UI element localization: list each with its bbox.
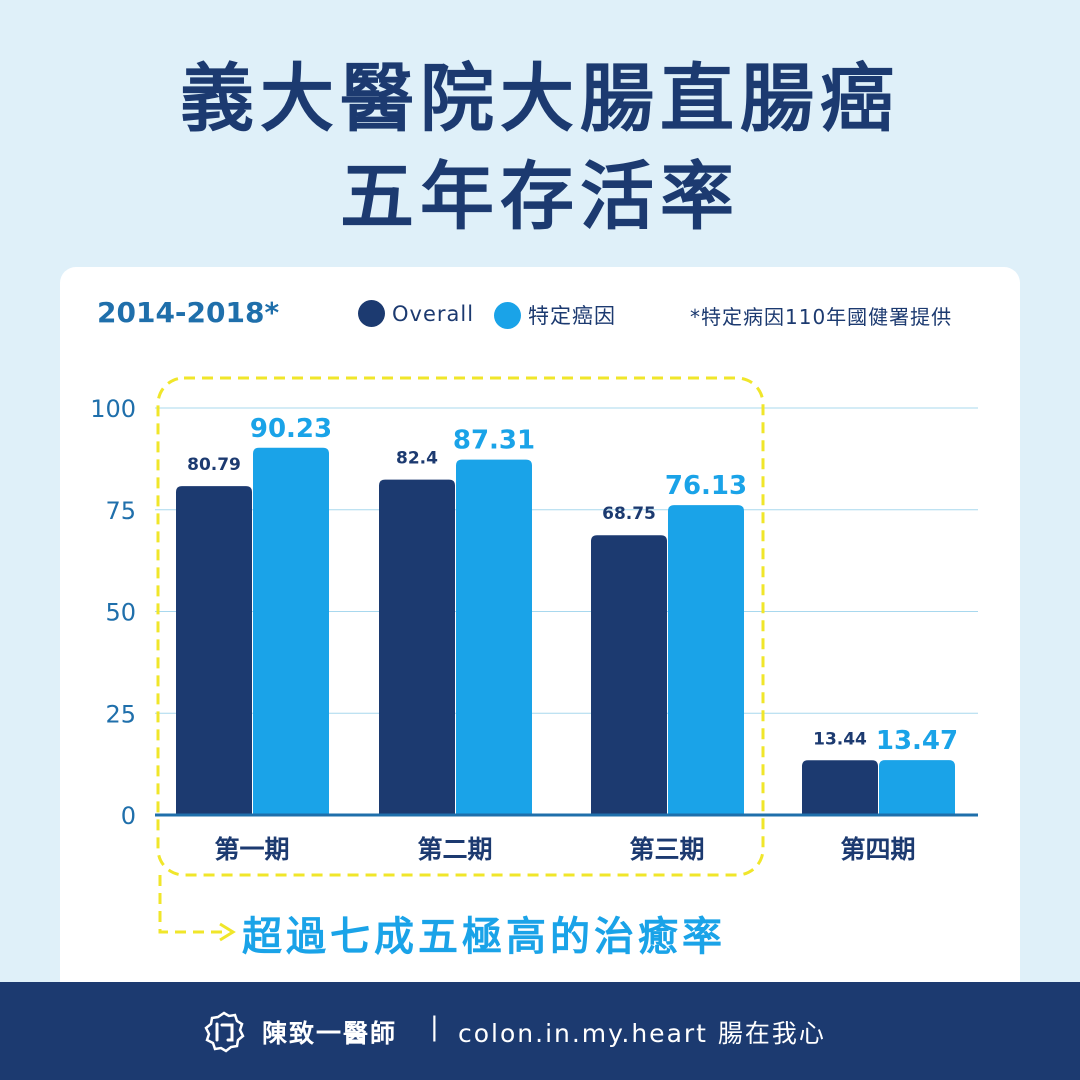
legend-specific: 特定癌因 [494,300,616,330]
y-tick-label: 100 [90,395,136,423]
bar-overall [176,486,252,815]
page-title: 義大醫院大腸直腸癌 [180,56,900,142]
y-tick-label: 0 [121,802,136,830]
x-tick-label: 第二期 [417,835,492,864]
y-tick-label: 75 [105,497,136,525]
bar-specific [668,505,744,815]
bar-specific [253,447,329,815]
data-label-overall: 13.44 [813,729,867,749]
bar-specific [456,459,532,815]
bar-overall [802,760,878,815]
doctor-name: 陳致一醫師 [262,1019,398,1048]
slogan: 超過七成五極高的治癒率 [242,914,726,960]
y-tick-label: 25 [105,700,136,728]
bar-overall [591,535,667,815]
highlight-box [156,376,765,877]
bar-specific [879,760,955,815]
data-label-specific: 13.47 [876,726,958,756]
data-label-specific: 76.13 [665,471,747,501]
data-label-specific: 87.31 [453,426,535,456]
legend-overall: Overall [358,300,474,327]
legend-dot-specific [494,301,521,329]
data-label-overall: 68.75 [602,504,656,524]
source-note: *特定病因110年國健署提供 [690,305,953,329]
legend-label-overall: Overall [392,301,475,326]
site-handle: colon.in.my.heart 腸在我心 [458,1019,826,1048]
legend-label-specific: 特定癌因 [528,304,616,328]
x-tick-label: 第四期 [840,835,915,864]
page-subtitle: 五年存活率 [340,154,740,240]
period-label: 2014-2018* [97,296,280,329]
x-tick-label: 第一期 [214,835,289,864]
data-label-specific: 90.23 [250,414,332,444]
x-tick-label: 第三期 [629,835,704,864]
y-tick-label: 50 [105,599,136,627]
footer-bar [0,982,1080,1080]
data-label-overall: 82.4 [396,449,438,469]
bar-overall [379,479,455,815]
highlight-arrow-line [158,875,228,934]
highlight-arrow-head [219,922,236,942]
legend-dot-overall [358,300,385,327]
doctor-logo-icon [204,1011,245,1053]
footer-separator: | [430,1012,439,1042]
data-label-overall: 80.79 [187,455,241,475]
